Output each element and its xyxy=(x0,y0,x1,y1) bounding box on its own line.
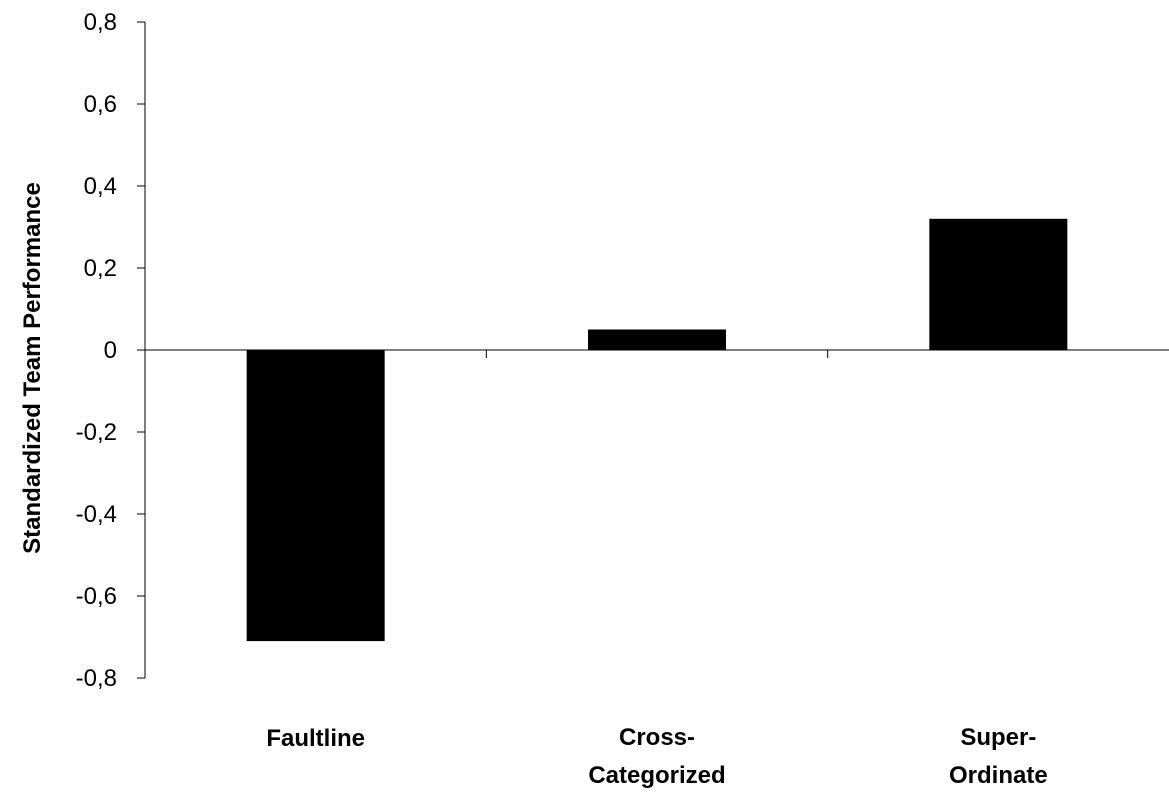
y-tick-label: 0 xyxy=(104,337,117,364)
y-tick-label: -0,6 xyxy=(76,583,117,610)
bars xyxy=(246,218,1068,642)
y-tick-label: 0,2 xyxy=(84,255,117,282)
axes xyxy=(144,22,1169,678)
x-category-label: Faultline xyxy=(266,725,365,752)
x-axis-ticks xyxy=(485,350,829,358)
y-tick-label: -0,8 xyxy=(76,665,117,692)
y-axis-title-group: Standardized Team Performance xyxy=(19,182,46,554)
y-axis-title: Standardized Team Performance xyxy=(19,182,46,554)
y-axis-tick-labels: 0,8 0,6 0,4 0,2 0 -0,2 -0,4 -0,6 -0,8 xyxy=(76,9,117,692)
y-tick-label: 0,4 xyxy=(84,173,117,200)
x-axis-category-labels: Faultline Cross- Categorized Super- Ordinate xyxy=(266,724,1047,789)
bar xyxy=(588,329,726,350)
y-axis-ticks xyxy=(137,21,145,679)
y-tick-label: -0,4 xyxy=(76,501,117,528)
x-category-label: Categorized xyxy=(588,762,725,789)
bar xyxy=(246,350,385,642)
x-category-label: Super- xyxy=(960,724,1036,751)
bar xyxy=(929,218,1068,350)
y-tick-label: 0,8 xyxy=(84,9,117,36)
x-category-label: Cross- xyxy=(619,724,695,751)
x-category-label: Ordinate xyxy=(949,762,1048,789)
y-tick-label: 0,6 xyxy=(84,91,117,118)
y-tick-label: -0,2 xyxy=(76,419,117,446)
